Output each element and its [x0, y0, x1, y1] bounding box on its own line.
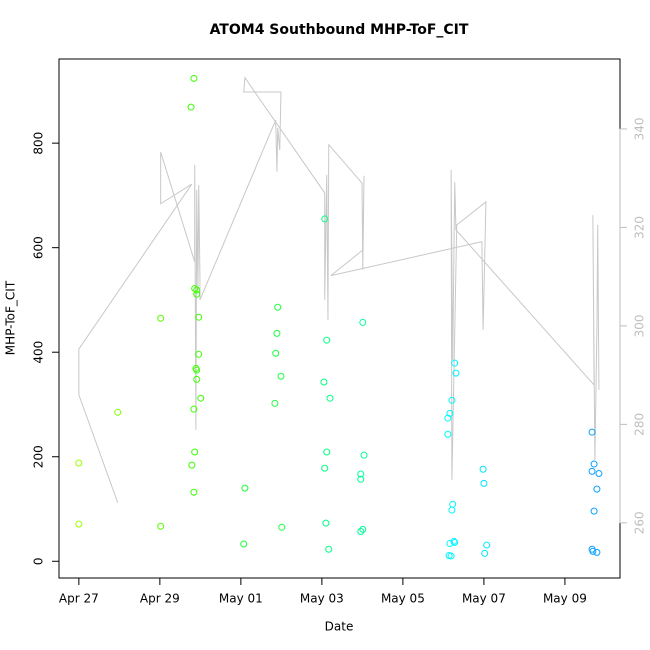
point	[320, 378, 328, 386]
point	[589, 547, 597, 555]
point	[448, 506, 456, 514]
point	[593, 548, 601, 556]
point	[588, 428, 596, 436]
point	[190, 488, 198, 496]
point	[452, 369, 460, 377]
point	[193, 290, 201, 298]
y-tick-label: 200	[32, 445, 46, 468]
point	[193, 366, 201, 374]
y-tick-label: 600	[32, 236, 46, 259]
point	[359, 525, 367, 533]
y-tick-label: 800	[32, 132, 46, 155]
point	[241, 484, 249, 492]
point	[445, 552, 453, 560]
point	[195, 350, 203, 358]
point	[590, 460, 598, 468]
point	[188, 461, 196, 469]
point	[357, 475, 365, 483]
point	[193, 375, 201, 383]
point	[195, 313, 203, 321]
point	[481, 549, 489, 557]
point	[479, 465, 487, 473]
point	[193, 286, 201, 294]
point	[360, 451, 368, 459]
point	[451, 359, 459, 367]
y-axis-label: MHP-ToF_CIT	[4, 280, 18, 355]
point	[240, 540, 248, 548]
point	[271, 399, 279, 407]
point	[75, 520, 83, 528]
point	[588, 467, 596, 475]
point	[359, 318, 367, 326]
point	[321, 215, 329, 223]
y2-tick-label: 280	[633, 413, 647, 436]
point	[157, 314, 165, 322]
point	[190, 405, 198, 413]
point	[323, 336, 331, 344]
point	[483, 541, 491, 549]
x-tick-label: May 09	[543, 592, 587, 606]
y2-tick-label: 340	[633, 117, 647, 140]
point	[157, 522, 165, 530]
point	[480, 479, 488, 487]
x-tick-label: May 07	[462, 592, 506, 606]
point	[444, 414, 452, 422]
point	[451, 538, 459, 546]
point	[274, 303, 282, 311]
point	[357, 527, 365, 535]
x-tick-label: May 01	[219, 592, 263, 606]
point	[446, 540, 454, 548]
y2-tick-label: 320	[633, 216, 647, 239]
x-axis-label: Date	[325, 620, 354, 634]
point	[322, 519, 330, 527]
point	[277, 372, 285, 380]
point	[325, 545, 333, 553]
x-tick-label: May 05	[381, 592, 425, 606]
x-tick-label: May 03	[300, 592, 344, 606]
point	[326, 394, 334, 402]
y2-tick-label: 300	[633, 314, 647, 337]
point	[272, 349, 280, 357]
point	[448, 396, 456, 404]
point	[191, 448, 199, 456]
x-tick-label: Apr 27	[59, 592, 99, 606]
y-tick-label: 0	[32, 557, 46, 565]
y2-tick-label: 260	[633, 511, 647, 534]
point	[278, 523, 286, 531]
y-tick-label: 400	[32, 341, 46, 364]
point	[190, 74, 198, 82]
point	[273, 329, 281, 337]
point	[357, 470, 365, 478]
point	[197, 394, 205, 402]
chart-title: ATOM4 Southbound MHP-ToF_CIT	[210, 22, 469, 38]
point	[321, 464, 329, 472]
point	[114, 408, 122, 416]
point	[187, 103, 195, 111]
point	[323, 448, 331, 456]
point	[590, 507, 598, 515]
point	[75, 459, 83, 467]
point	[593, 485, 601, 493]
x-tick-label: Apr 29	[140, 592, 180, 606]
point	[450, 537, 458, 545]
point	[595, 469, 603, 477]
point	[444, 430, 452, 438]
